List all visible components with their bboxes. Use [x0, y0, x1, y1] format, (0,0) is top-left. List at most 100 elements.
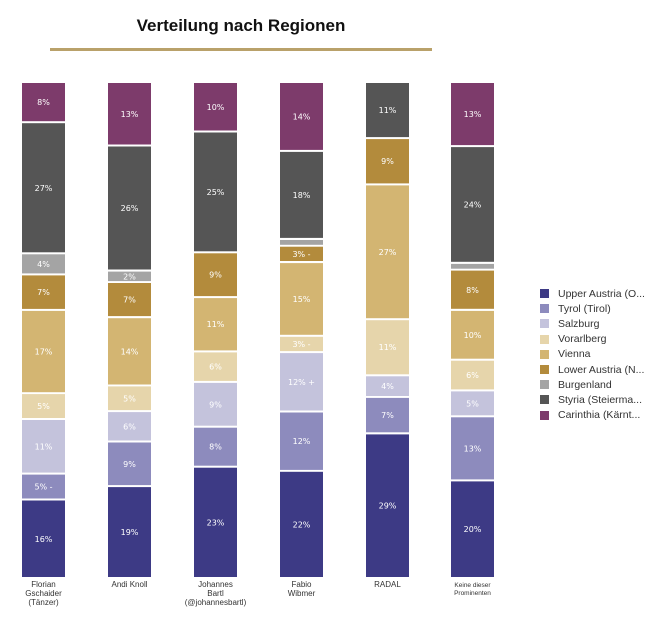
data-label: 26% — [121, 204, 139, 213]
data-label: 9% — [381, 157, 394, 166]
legend-item: Upper Austria (O... — [540, 286, 667, 301]
data-label: 10% — [207, 103, 225, 112]
bar-segment — [451, 270, 494, 309]
data-label: 2% — [123, 272, 136, 281]
bar-segment — [366, 185, 409, 319]
bar-segment — [108, 83, 151, 145]
bar-segment — [22, 500, 65, 577]
bar-segment — [22, 394, 65, 418]
bar-segment — [194, 467, 237, 577]
category-label: Johannes — [198, 580, 233, 589]
bar-segment — [22, 254, 65, 274]
bar-segment — [280, 412, 323, 470]
category-label: Prominenten — [454, 590, 491, 597]
data-label: 23% — [207, 518, 225, 527]
data-label: 22% — [293, 520, 311, 529]
bar-segment — [451, 83, 494, 146]
data-label: 13% — [464, 110, 482, 119]
bar-segment — [280, 263, 323, 335]
bar-segment — [280, 151, 323, 238]
legend-item: Vorarlberg — [540, 332, 667, 347]
bar-segment — [108, 283, 151, 317]
data-label: 5% — [466, 399, 479, 408]
bar-segment — [280, 246, 323, 261]
data-label: 5% - — [34, 483, 52, 492]
data-label: 12% — [293, 437, 311, 446]
data-label: 8% — [209, 443, 222, 452]
data-label: 14% — [121, 347, 139, 356]
bar-segment — [451, 310, 494, 359]
data-label: 3% - — [292, 250, 310, 259]
data-label: 6% — [209, 363, 222, 372]
category-label: Gschaider — [25, 589, 62, 598]
data-label: 5% — [37, 402, 50, 411]
legend-item: Burgenland — [540, 377, 667, 392]
legend-item: Salzburg — [540, 316, 667, 331]
data-label: 11% — [35, 442, 53, 451]
data-label: 19% — [121, 528, 139, 537]
legend-swatch — [540, 410, 549, 420]
bar-segment — [194, 352, 237, 381]
legend-label: Upper Austria (O... — [558, 287, 645, 300]
legend-label: Styria (Steierma... — [558, 393, 643, 406]
bar-segment — [451, 417, 494, 480]
data-label: 27% — [35, 184, 53, 193]
bar-segment — [366, 139, 409, 184]
data-label: 29% — [379, 502, 397, 511]
category-label: RADAL — [374, 580, 401, 589]
data-label: 25% — [207, 188, 225, 197]
data-label: 9% — [123, 460, 136, 469]
data-label: 27% — [379, 248, 397, 257]
data-label: 12% + — [288, 378, 315, 387]
data-label: 24% — [464, 201, 482, 210]
bar-segment — [22, 275, 65, 309]
bar-segment — [22, 310, 65, 393]
bar-segment — [366, 376, 409, 396]
category-label: Bartl — [207, 589, 224, 598]
legend-swatch — [540, 319, 549, 329]
data-label: 3% - — [292, 340, 310, 349]
legend-swatch — [540, 289, 549, 299]
bar-segment — [366, 320, 409, 375]
bar-segment — [451, 360, 494, 390]
data-label: 13% — [121, 110, 139, 119]
legend-item: Tyrol (Tirol) — [540, 301, 667, 316]
bar-segment — [108, 487, 151, 577]
chart-legend: Upper Austria (O... Tyrol (Tirol) Salzburg… — [540, 286, 667, 423]
bar-segment — [366, 397, 409, 433]
category-label: Florian — [31, 580, 55, 589]
bar-segment — [108, 442, 151, 486]
data-label: 16% — [35, 535, 53, 544]
data-label: 6% — [466, 371, 479, 380]
bar-segment — [194, 298, 237, 351]
bar-segment — [194, 132, 237, 252]
legend-label: Burgenland — [558, 378, 612, 391]
legend-item: Lower Austria (N... — [540, 362, 667, 377]
data-label: 7% — [37, 288, 50, 297]
data-label: 18% — [293, 191, 311, 200]
bar-segment — [108, 386, 151, 411]
legend-swatch — [540, 380, 549, 390]
bar-segment — [280, 336, 323, 352]
legend-swatch — [540, 334, 549, 344]
category-label: Andi Knoll — [111, 580, 147, 589]
data-label: 11% — [379, 343, 397, 352]
data-label: 20% — [464, 525, 482, 534]
data-label: 14% — [293, 113, 311, 122]
data-label: 8% — [37, 98, 50, 107]
bar-segment — [22, 83, 65, 122]
category-label: Fabio — [291, 580, 312, 589]
data-label: 11% — [207, 320, 225, 329]
bar-segment — [22, 420, 65, 473]
data-label: 6% — [123, 422, 136, 431]
title-underline — [50, 48, 432, 51]
legend-item: Styria (Steierma... — [540, 392, 667, 407]
data-label: 7% — [381, 411, 394, 420]
data-label: 15% — [293, 295, 311, 304]
legend-label: Carinthia (Kärnt... — [558, 409, 641, 422]
bar-segment — [108, 271, 151, 282]
bar-segment — [194, 427, 237, 466]
bar-segment — [451, 147, 494, 262]
bar-segment — [194, 253, 237, 297]
